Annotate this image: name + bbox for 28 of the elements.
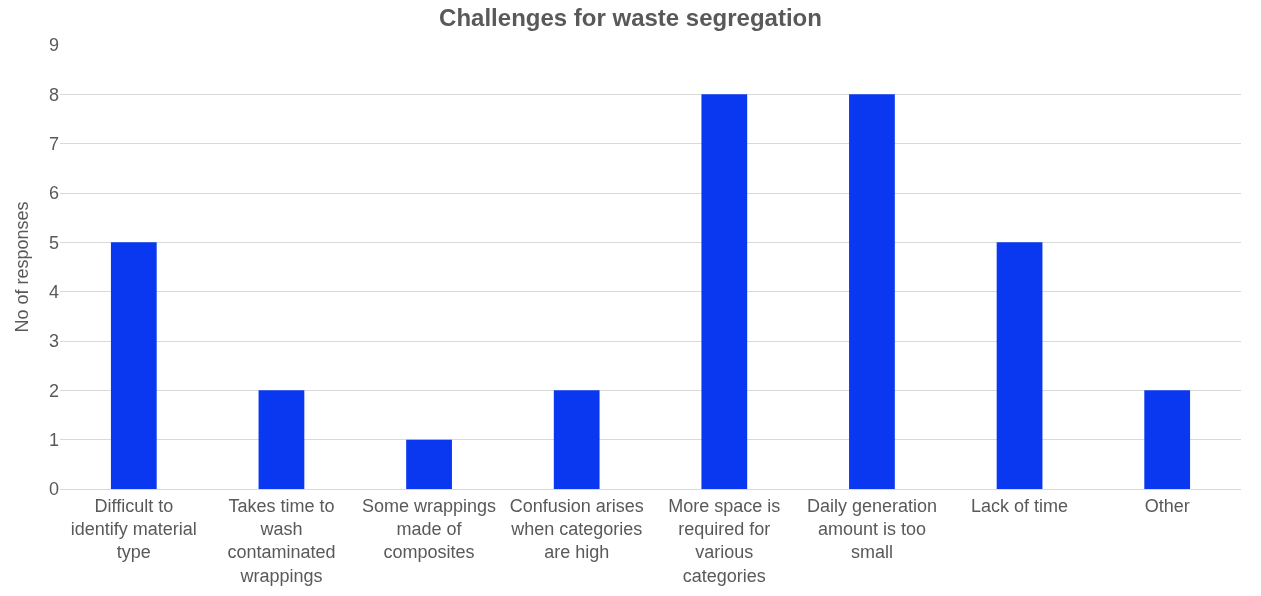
x-tick-label: Daily generation amount is too small <box>806 495 937 563</box>
bar <box>258 390 305 489</box>
x-tick-label: Takes time to wash contaminated wrappings <box>227 495 336 586</box>
x-tick-label: Difficult to identify material type <box>70 495 197 563</box>
y-tick-label: 5 <box>48 232 59 253</box>
y-tick-label: 4 <box>48 281 59 302</box>
bar <box>701 94 748 489</box>
bar <box>1144 390 1191 489</box>
x-tick-label: Confusion arises when categories are high <box>509 495 644 563</box>
bar <box>553 390 600 489</box>
bar <box>406 439 452 489</box>
y-tick-label: 1 <box>48 429 59 450</box>
y-tick-label: 8 <box>48 84 59 105</box>
y-tick-label: 3 <box>48 331 59 352</box>
y-axis-title: No of responses <box>12 201 33 333</box>
chart-title: Challenges for waste segregation <box>439 3 822 31</box>
y-tick-label: 7 <box>48 133 59 154</box>
x-tick-label: Some wrappings made of composites <box>362 495 497 563</box>
y-tick-label: 9 <box>48 35 59 56</box>
y-tick-label: 6 <box>48 183 59 204</box>
x-tick-label: Lack of time <box>971 495 1069 516</box>
y-tick-label: 2 <box>48 380 59 401</box>
y-tick-label: 0 <box>48 479 59 500</box>
x-tick-label: More space is required for various categories <box>668 495 781 586</box>
bar <box>996 242 1043 489</box>
bar <box>849 94 895 489</box>
bar <box>110 242 157 489</box>
x-tick-label: Other <box>1144 495 1190 516</box>
